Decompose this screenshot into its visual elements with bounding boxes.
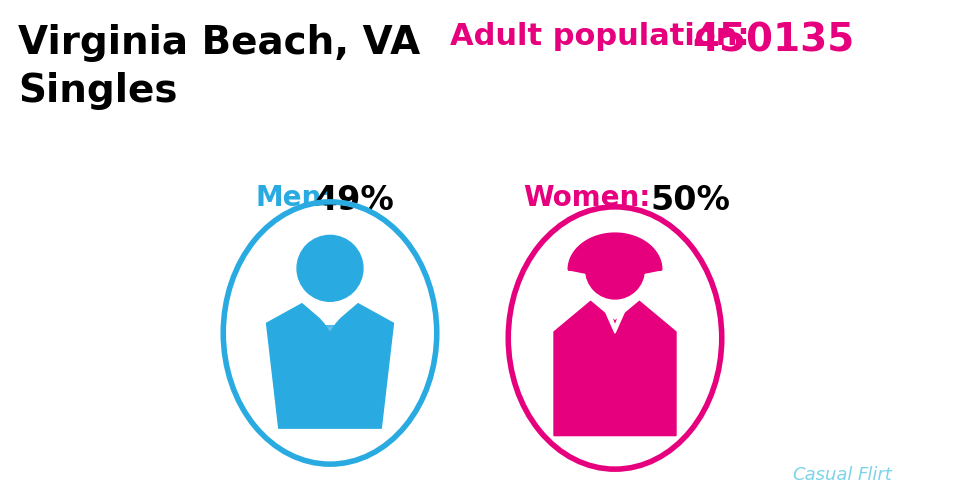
Text: Adult population:: Adult population: (450, 22, 750, 51)
Polygon shape (554, 302, 676, 436)
Circle shape (586, 241, 644, 300)
Polygon shape (605, 312, 625, 334)
Text: Casual: Casual (793, 465, 853, 483)
Polygon shape (267, 304, 394, 428)
Polygon shape (317, 309, 330, 331)
Text: 50%: 50% (650, 184, 730, 216)
Polygon shape (323, 326, 337, 380)
Polygon shape (568, 233, 661, 276)
Text: Singles: Singles (18, 72, 178, 110)
Text: Women:: Women: (523, 184, 650, 211)
Circle shape (297, 236, 363, 302)
Text: 450135: 450135 (692, 22, 854, 60)
Text: Men:: Men: (255, 184, 332, 211)
Text: Flirt: Flirt (858, 465, 893, 483)
Text: Virginia Beach, VA: Virginia Beach, VA (18, 24, 420, 62)
Polygon shape (330, 309, 344, 331)
Text: 49%: 49% (315, 184, 395, 216)
